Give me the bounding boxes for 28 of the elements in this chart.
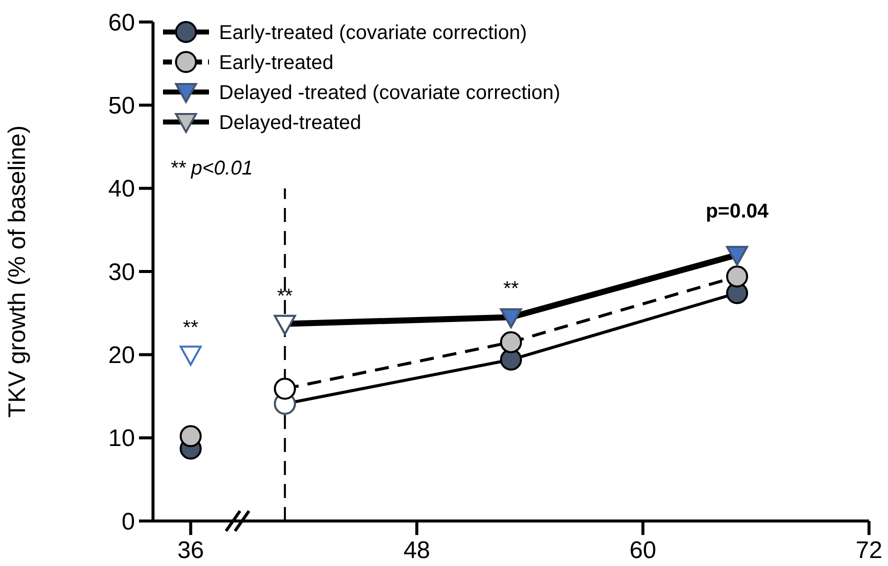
y-axis-title: TKV growth (% of baseline)	[4, 125, 31, 418]
annotation: **	[277, 285, 293, 308]
point	[180, 425, 202, 448]
legend-label: Delayed-treated	[219, 112, 362, 134]
x-tick-label: 60	[630, 537, 656, 564]
annotation: **	[182, 316, 199, 339]
legend-label: Early-treated (covariate correction)	[219, 22, 527, 44]
x-tick-label: 48	[403, 537, 430, 564]
y-tick-label: 60	[108, 9, 135, 36]
annotation: p=0.04	[706, 200, 770, 222]
y-tick-label: 20	[108, 342, 135, 370]
x-tick-label: 36	[177, 537, 204, 564]
legend-label: Delayed -treated (covariate correction)	[219, 82, 560, 104]
y-tick-label: 40	[108, 176, 135, 203]
legend-label: Early-treated	[219, 52, 334, 74]
x-tick-label: 72	[856, 537, 882, 564]
point	[726, 265, 748, 288]
y-tick-label: 0	[122, 508, 135, 536]
y-tick-label: 30	[108, 258, 135, 286]
y-tick-label: 10	[108, 425, 135, 452]
point	[500, 331, 522, 354]
point	[726, 246, 748, 266]
point	[500, 308, 522, 328]
y-tick-label: 50	[108, 92, 135, 120]
point	[500, 348, 522, 371]
annotation: **	[503, 278, 519, 300]
point	[180, 346, 202, 366]
annotation: ** p<0.01	[170, 157, 253, 180]
